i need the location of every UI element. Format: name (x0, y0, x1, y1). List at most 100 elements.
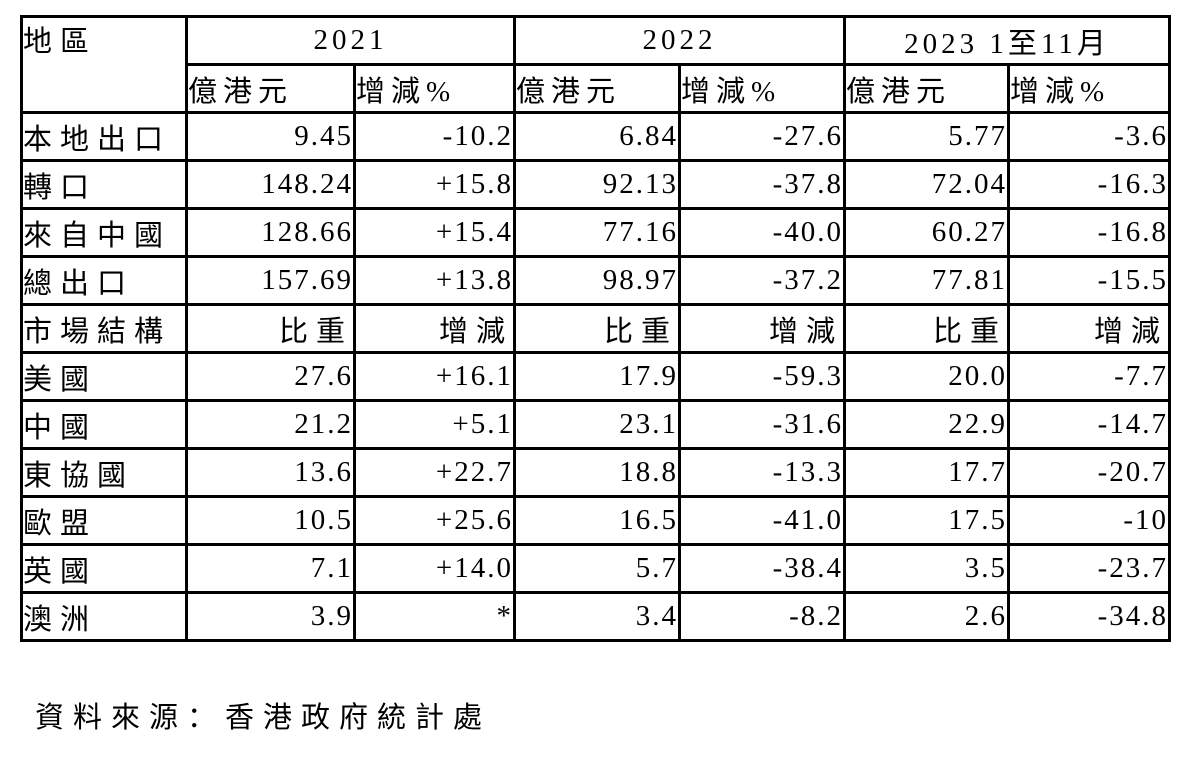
year-header-row: 地區 2021 2022 2023 1至11月 (20, 15, 1171, 114)
value-cell: 6.84 (513, 111, 681, 162)
value-cell: 16.5 (513, 495, 681, 546)
row-label: 英國 (20, 543, 188, 594)
change-cell: -10 (1007, 495, 1171, 546)
data-row: 總出口 157.69 +13.8 98.97 -37.2 77.81 -15.5 (20, 255, 1171, 306)
change-cell: +15.8 (353, 159, 516, 210)
data-row: 英國 7.1 +14.0 5.7 -38.4 3.5 -23.7 (20, 543, 1171, 594)
value-cell: 128.66 (185, 207, 356, 258)
section-column-label: 比重 (185, 303, 356, 354)
change-cell: -38.4 (678, 543, 846, 594)
subheader-hkd-2021: 億港元 (185, 63, 356, 114)
change-cell: -41.0 (678, 495, 846, 546)
change-cell: -20.7 (1007, 447, 1171, 498)
value-cell: 5.77 (843, 111, 1010, 162)
section-header-row: 市場結構 比重 增減 比重 增減 比重 增減 (20, 303, 1171, 354)
change-cell: -3.6 (1007, 111, 1171, 162)
row-label: 歐盟 (20, 495, 188, 546)
data-row: 東協國 13.6 +22.7 18.8 -13.3 17.7 -20.7 (20, 447, 1171, 498)
data-row: 來自中國 128.66 +15.4 77.16 -40.0 60.27 -16.8 (20, 207, 1171, 258)
data-row: 本地出口 9.45 -10.2 6.84 -27.6 5.77 -3.6 (20, 111, 1171, 162)
year-header-2021: 2021 (185, 15, 516, 66)
data-row: 轉口 148.24 +15.8 92.13 -37.8 72.04 -16.3 (20, 159, 1171, 210)
change-cell: -15.5 (1007, 255, 1171, 306)
section-column-label: 比重 (843, 303, 1010, 354)
subheader-hkd-2023: 億港元 (843, 63, 1010, 114)
row-label: 本地出口 (20, 111, 188, 162)
value-cell: 10.5 (185, 495, 356, 546)
change-cell: -23.7 (1007, 543, 1171, 594)
value-cell: 77.81 (843, 255, 1010, 306)
source-note: 資料來源：香港政府統計處 (35, 702, 492, 734)
row-label: 中國 (20, 399, 188, 450)
value-cell: 77.16 (513, 207, 681, 258)
subheader-pct-2023: 增減% (1007, 63, 1171, 114)
section-column-label: 比重 (513, 303, 681, 354)
change-cell: -16.3 (1007, 159, 1171, 210)
change-cell: -34.8 (1007, 591, 1171, 642)
value-cell: 72.04 (843, 159, 1010, 210)
row-label: 總出口 (20, 255, 188, 306)
change-cell: -37.8 (678, 159, 846, 210)
region-corner-label: 地區 (20, 15, 188, 114)
change-cell: +16.1 (353, 351, 516, 402)
year-header-2022: 2022 (513, 15, 846, 66)
value-cell: 21.2 (185, 399, 356, 450)
change-cell: -14.7 (1007, 399, 1171, 450)
change-cell: * (353, 591, 516, 642)
data-row: 美國 27.6 +16.1 17.9 -59.3 20.0 -7.7 (20, 351, 1171, 402)
data-row: 歐盟 10.5 +25.6 16.5 -41.0 17.5 -10 (20, 495, 1171, 546)
change-cell: -10.2 (353, 111, 516, 162)
value-cell: 20.0 (843, 351, 1010, 402)
value-cell: 17.7 (843, 447, 1010, 498)
value-cell: 92.13 (513, 159, 681, 210)
value-cell: 27.6 (185, 351, 356, 402)
change-cell: -8.2 (678, 591, 846, 642)
change-cell: -37.2 (678, 255, 846, 306)
change-cell: -40.0 (678, 207, 846, 258)
section-column-label: 增減 (1007, 303, 1171, 354)
value-cell: 3.5 (843, 543, 1010, 594)
value-cell: 3.9 (185, 591, 356, 642)
change-cell: +13.8 (353, 255, 516, 306)
subheader-pct-2022: 增減% (678, 63, 846, 114)
data-row: 中國 21.2 +5.1 23.1 -31.6 22.9 -14.7 (20, 399, 1171, 450)
value-cell: 7.1 (185, 543, 356, 594)
subheader-hkd-2022: 億港元 (513, 63, 681, 114)
change-cell: -31.6 (678, 399, 846, 450)
table-body: 本地出口 9.45 -10.2 6.84 -27.6 5.77 -3.6 轉口 148.24 +1… (20, 111, 1171, 642)
value-cell: 2.6 (843, 591, 1010, 642)
value-cell: 22.9 (843, 399, 1010, 450)
row-label: 來自中國 (20, 207, 188, 258)
change-cell: +5.1 (353, 399, 516, 450)
value-cell: 13.6 (185, 447, 356, 498)
row-label: 美國 (20, 351, 188, 402)
year-header-2023: 2023 1至11月 (843, 15, 1171, 66)
row-label: 轉口 (20, 159, 188, 210)
section-column-label: 增減 (678, 303, 846, 354)
value-cell: 17.5 (843, 495, 1010, 546)
change-cell: -7.7 (1007, 351, 1171, 402)
value-cell: 23.1 (513, 399, 681, 450)
value-cell: 18.8 (513, 447, 681, 498)
change-cell: +14.0 (353, 543, 516, 594)
value-cell: 9.45 (185, 111, 356, 162)
change-cell: -16.8 (1007, 207, 1171, 258)
section-column-label: 增減 (353, 303, 516, 354)
value-cell: 5.7 (513, 543, 681, 594)
value-cell: 157.69 (185, 255, 356, 306)
row-label: 東協國 (20, 447, 188, 498)
value-cell: 98.97 (513, 255, 681, 306)
data-row: 澳洲 3.9 * 3.4 -8.2 2.6 -34.8 (20, 591, 1171, 642)
change-cell: -59.3 (678, 351, 846, 402)
subheader-pct-2021: 增減% (353, 63, 516, 114)
change-cell: +22.7 (353, 447, 516, 498)
value-cell: 148.24 (185, 159, 356, 210)
change-cell: -27.6 (678, 111, 846, 162)
unit-subheader-row: 億港元 增減% 億港元 增減% 億港元 增減% (22, 63, 1171, 114)
row-label: 澳洲 (20, 591, 188, 642)
section-label: 市場結構 (20, 303, 188, 354)
value-cell: 60.27 (843, 207, 1010, 258)
value-cell: 17.9 (513, 351, 681, 402)
change-cell: -13.3 (678, 447, 846, 498)
